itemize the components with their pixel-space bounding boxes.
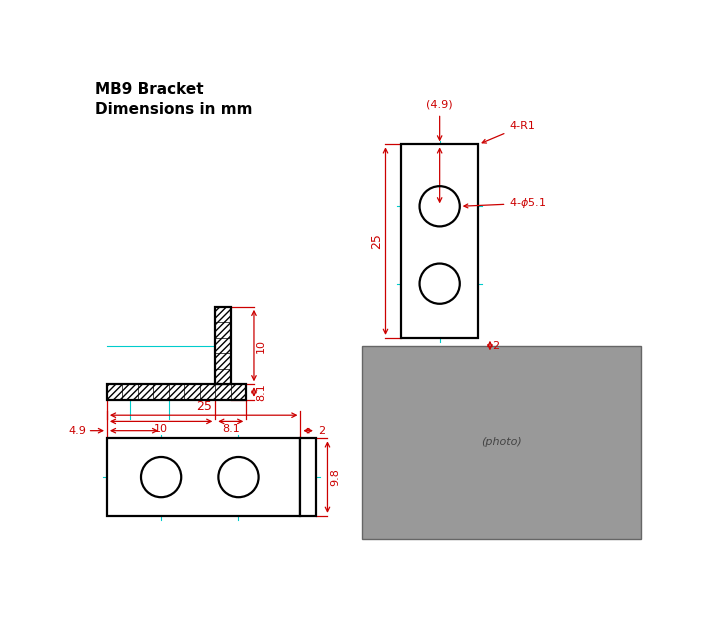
Text: 25: 25: [370, 233, 383, 249]
Text: 2: 2: [492, 341, 500, 351]
Text: 9.8: 9.8: [330, 468, 340, 486]
Text: 8.1: 8.1: [256, 383, 266, 401]
Text: 2: 2: [318, 426, 326, 435]
Bar: [107, 439, 300, 516]
Text: 4.9: 4.9: [68, 426, 86, 435]
Text: 4-$\phi$5.1: 4-$\phi$5.1: [464, 196, 547, 211]
Text: MB9 Bracket: MB9 Bracket: [95, 82, 204, 97]
Text: 10: 10: [154, 424, 168, 434]
Bar: [401, 145, 479, 338]
Text: Dimensions in mm: Dimensions in mm: [95, 102, 253, 117]
Text: 4-R1: 4-R1: [482, 121, 535, 143]
Text: 10: 10: [256, 338, 266, 353]
Bar: [362, 346, 641, 539]
Text: (photo): (photo): [481, 437, 522, 447]
Text: (4.9): (4.9): [427, 100, 453, 110]
Bar: [300, 439, 316, 516]
Bar: [107, 384, 246, 400]
Text: 8.1: 8.1: [222, 424, 240, 434]
Text: 25: 25: [196, 400, 212, 413]
Bar: [215, 307, 231, 384]
